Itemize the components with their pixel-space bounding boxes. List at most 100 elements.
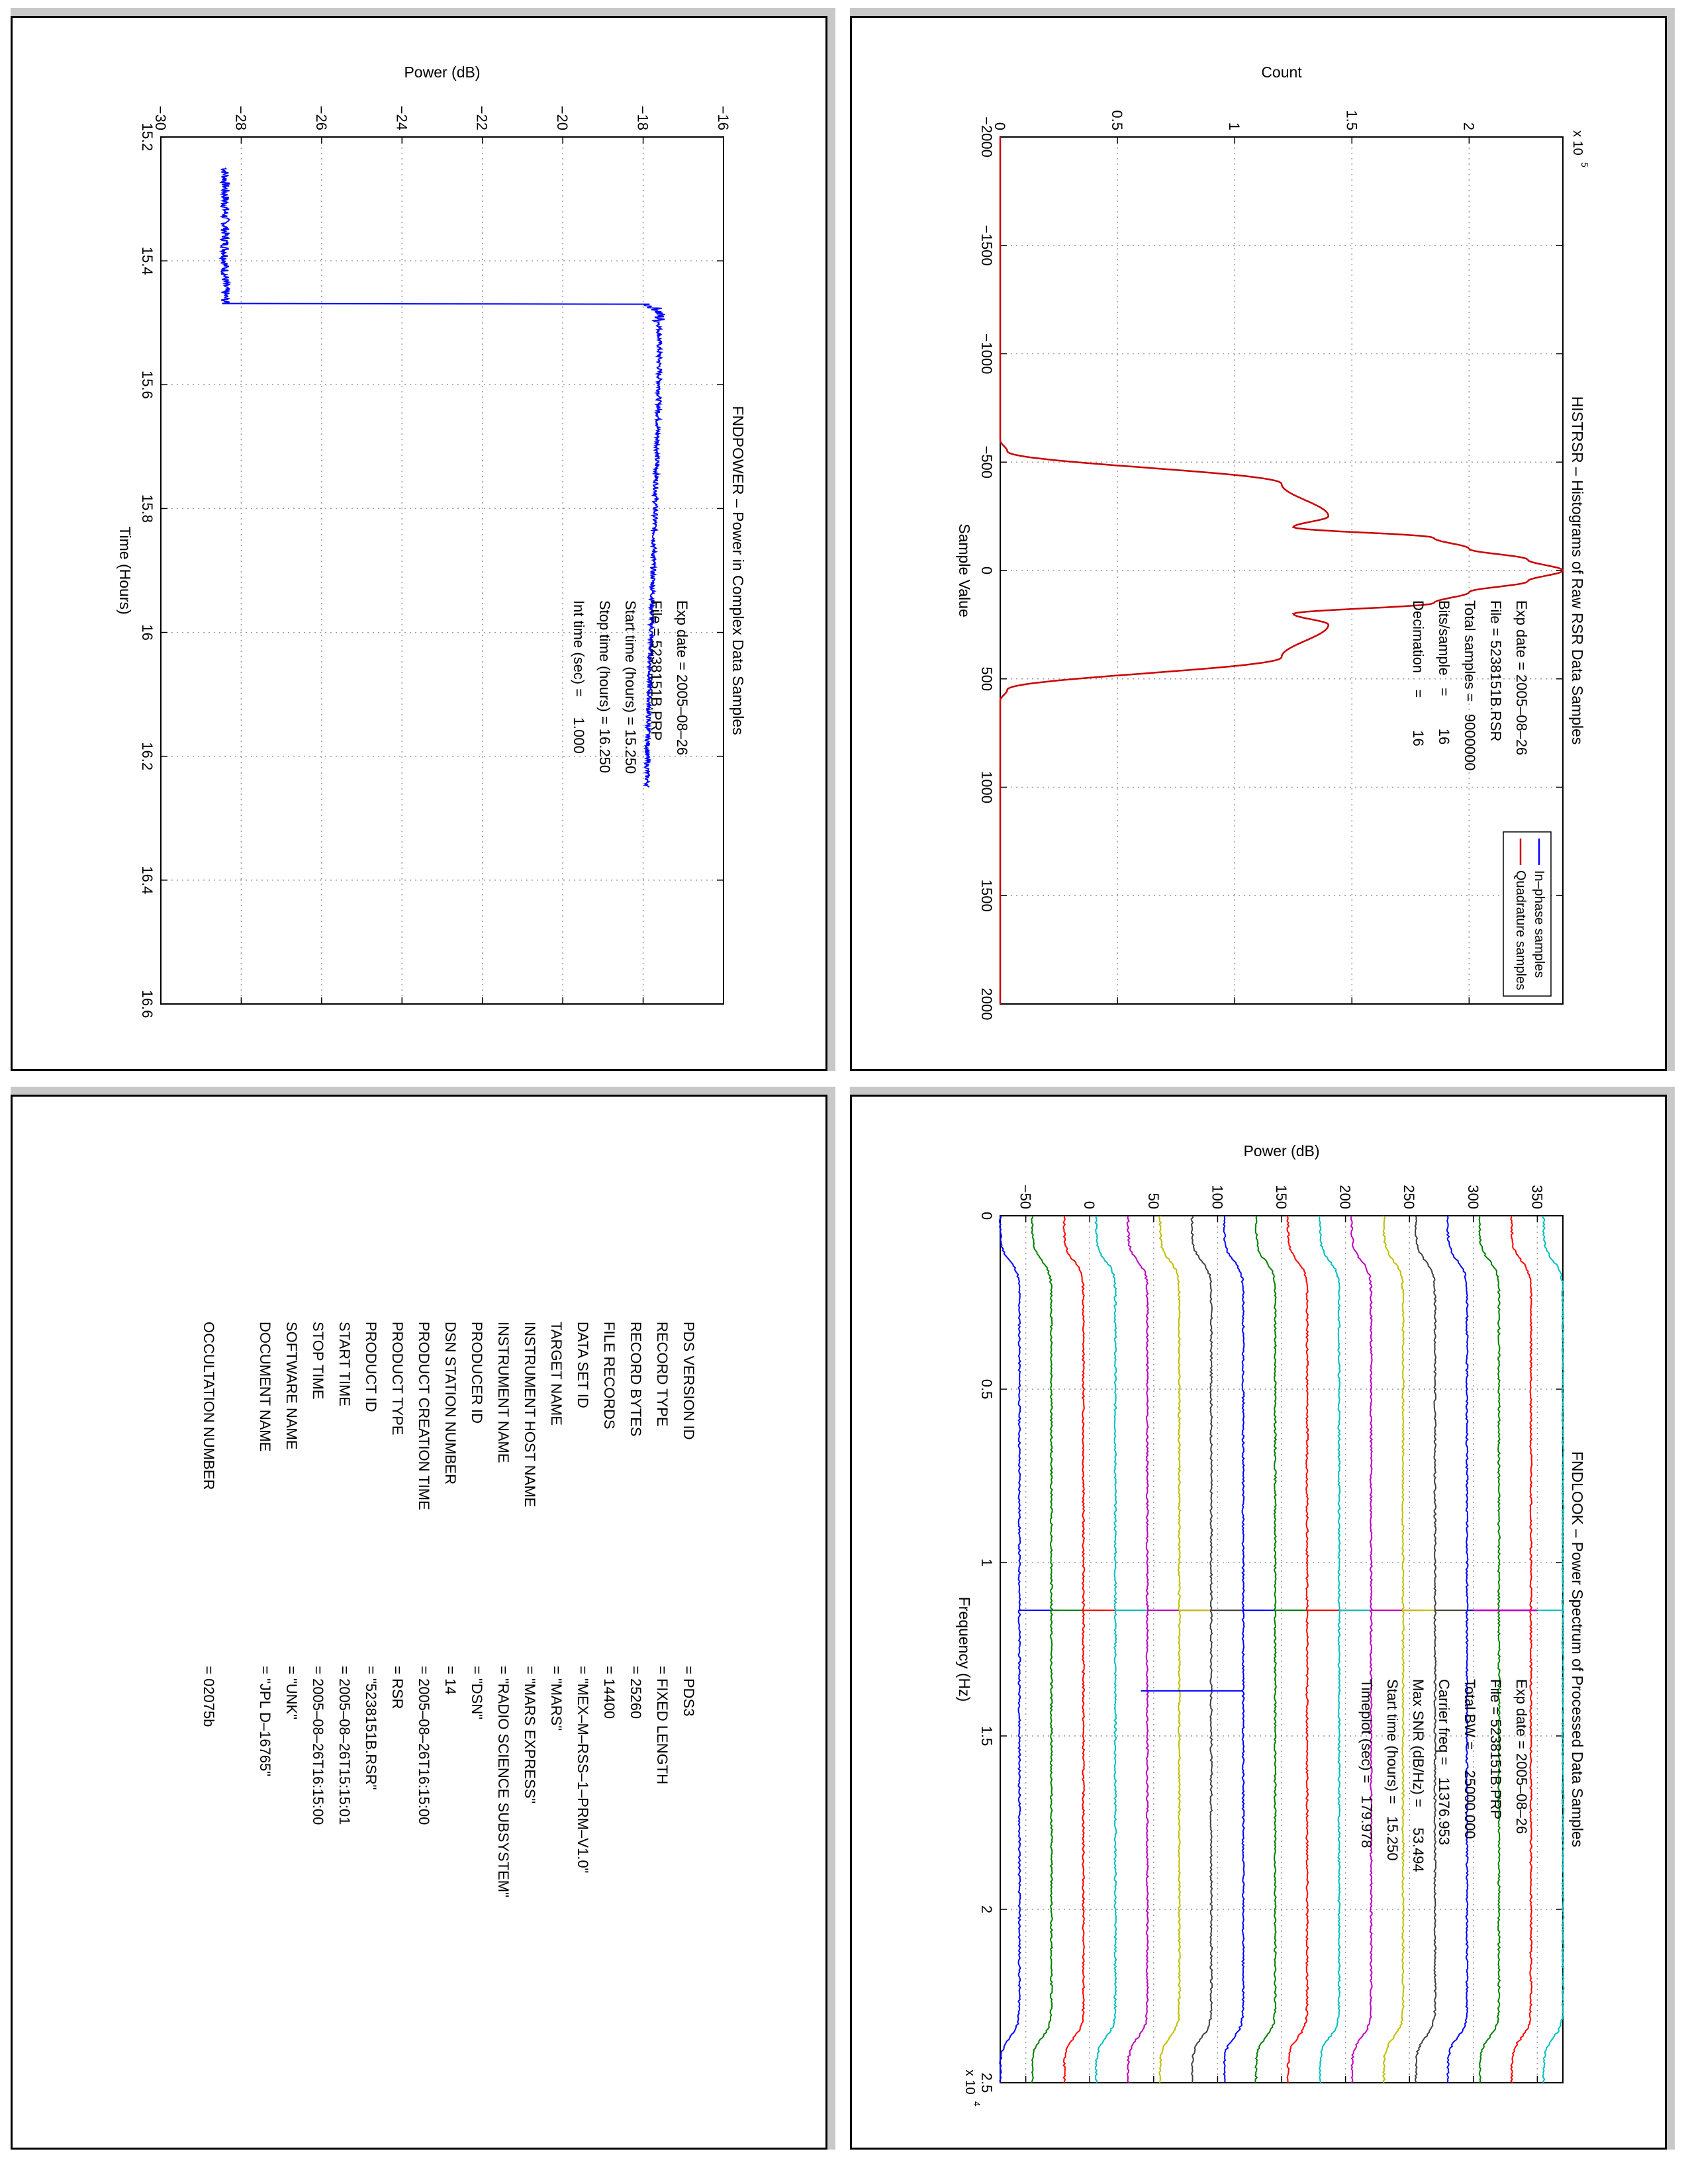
spectrum-series-line xyxy=(1382,1215,1405,2083)
y-tick-label: 300 xyxy=(1465,1185,1481,1209)
y-tick-label: −26 xyxy=(313,106,330,130)
y-tick-label: −24 xyxy=(393,106,410,130)
y-tick-label: −16 xyxy=(715,106,731,130)
y-tick-label: −28 xyxy=(232,106,249,130)
y-tick-label: 350 xyxy=(1528,1185,1545,1209)
annotation-line: Exp date = 2005–08–26 xyxy=(1513,600,1530,755)
x-multiplier-label: x 10 xyxy=(962,2070,977,2095)
legend-label: Quadrature samples xyxy=(1513,870,1528,990)
metadata-value: = 02075b xyxy=(201,1666,217,1727)
x-tick-label: −2000 xyxy=(978,116,995,158)
annotation-line: Exp date = 2005–08–26 xyxy=(1513,1679,1530,1834)
y-tick-label: −50 xyxy=(1017,1185,1034,1209)
metadata-value: = 14 xyxy=(442,1666,459,1695)
metadata-key: PRODUCT TYPE xyxy=(389,1322,406,1435)
annotation-line: Int time (sec) = 1.000 xyxy=(571,600,587,754)
x-tick-label: 0.5 xyxy=(978,1379,995,1400)
x-tick-label: 2.5 xyxy=(978,2073,995,2093)
y-tick-label: −22 xyxy=(474,106,491,130)
y-axis-label: Power (dB) xyxy=(1243,1142,1319,1160)
x-tick-label: 500 xyxy=(978,666,995,691)
spectrum-series-line xyxy=(1254,1215,1278,2083)
y-tick-label: 250 xyxy=(1401,1185,1417,1209)
x-tick-label: 15.6 xyxy=(139,371,156,399)
metadata-key: DATA SET ID xyxy=(575,1322,591,1408)
x-axis-label: Sample Value xyxy=(956,523,973,617)
x-tick-label: 15.2 xyxy=(139,123,156,152)
metadata-value: = 14400 xyxy=(601,1666,618,1719)
annotation-line: Start time (hours) = 15.250 xyxy=(622,600,639,774)
chart-title: FNDLOOK – Power Spectrum of Processed Da… xyxy=(1569,1451,1586,1847)
fndlook-chart: 0 0.5 1 1.5 2 2.5 −50 0 50 100 150 200 250 300 350 FNDL… xyxy=(956,1142,1586,2107)
x-tick-label: 1500 xyxy=(978,880,995,912)
metadata-key: RECORD TYPE xyxy=(654,1322,671,1427)
metadata-key: OCCULTATION NUMBER xyxy=(201,1322,217,1490)
spectrum-series-line xyxy=(1126,1215,1149,2083)
legend-box xyxy=(1503,831,1552,997)
metadata-table: PDS VERSION ID = PDS3 RECORD TYPE = FIXED L… xyxy=(13,1097,825,2148)
annotation-line: File = 5238151B.PRP xyxy=(1487,1679,1504,1819)
x-tick-label: 1000 xyxy=(978,771,995,803)
y-tick-label: −18 xyxy=(635,106,651,130)
spectrum-series-line xyxy=(1350,1216,1373,2083)
metadata-value: = 25260 xyxy=(628,1666,644,1719)
fndlook-panel: 0 0.5 1 1.5 2 2.5 −50 0 50 100 150 200 250 300 350 FNDL… xyxy=(850,1095,1667,2150)
power-series-line xyxy=(218,167,665,788)
y-tick-label: 0 xyxy=(1081,1201,1098,1209)
annotation-line: Carrier freq = 11376.953 xyxy=(1436,1679,1452,1845)
x-tick-label: 2000 xyxy=(978,988,995,1021)
y-tick-label: 200 xyxy=(1337,1185,1354,1209)
x-axis-label: Time (Hours) xyxy=(117,526,134,614)
x-tick-label: 16.4 xyxy=(139,866,156,894)
spectrum-series-line xyxy=(1158,1215,1182,2083)
spectrum-series-line xyxy=(1190,1215,1213,2083)
y-tick-label: 0 xyxy=(992,122,1008,130)
y-tick-label: 0.5 xyxy=(1109,110,1125,130)
x-tick-label: 0 xyxy=(978,567,995,574)
metadata-value: = PDS3 xyxy=(680,1666,697,1717)
metadata-key: PRODUCT CREATION TIME xyxy=(416,1322,432,1510)
metadata-key: STOP TIME xyxy=(310,1322,326,1400)
annotation-line: Bits/sample = 16 xyxy=(1436,600,1452,745)
chart-title: HISTRSR – Histograms of Raw RSR Data Sam… xyxy=(1569,396,1586,745)
y-tick-label: −20 xyxy=(554,106,571,130)
spectrum-series-line xyxy=(1031,1215,1054,2083)
fndpower-chart: 15.2 15.4 15.6 15.8 16 16.2 16.4 16.6 −30 −28 −26 −… xyxy=(117,64,747,1019)
annotation-line: Exp date = 2005–08–26 xyxy=(674,600,690,755)
x-tick-label: 15.8 xyxy=(139,494,156,523)
metadata-value: = "MARS" xyxy=(548,1666,565,1731)
metadata-value: = "UNK" xyxy=(283,1666,300,1720)
y-tick-label: 1.5 xyxy=(1343,110,1360,130)
plot-frame xyxy=(160,136,724,1005)
metadata-value: = "MARS EXPRESS" xyxy=(522,1666,538,1804)
chart-title: FNDPOWER – Power in Complex Data Samples xyxy=(729,406,747,735)
y-multiplier-label: x 10 xyxy=(1570,130,1585,156)
x-tick-label: 16.6 xyxy=(139,990,156,1019)
metadata-key: FILE RECORDS xyxy=(601,1322,618,1430)
spectrum-series-line xyxy=(1414,1215,1437,2083)
metadata-key: TARGET NAME xyxy=(548,1322,565,1426)
x-tick-label: 15.4 xyxy=(139,247,156,275)
metadata-value: = 2005–08–26T15:15:01 xyxy=(336,1666,353,1825)
x-tick-label: 0 xyxy=(978,1212,995,1220)
annotation-line: File = 5238151B.RSR xyxy=(1487,600,1504,741)
annotation-line: Max SNR (dB/Hz) = 53.494 xyxy=(1410,1679,1427,1872)
fndpower-panel: 15.2 15.4 15.6 15.8 16 16.2 16.4 16.6 −30 −28 −26 −… xyxy=(11,16,827,1071)
spectrum-series-line xyxy=(1510,1216,1533,2083)
metadata-key: PRODUCER ID xyxy=(469,1322,485,1424)
x-tick-label: 1.5 xyxy=(978,1726,995,1747)
spectrum-series-line xyxy=(998,1215,1021,2083)
metadata-value: = FIXED LENGTH xyxy=(654,1666,671,1785)
annotation-line: File = 5238151B.PRP xyxy=(648,600,665,741)
metadata-value: = "RADIO SCIENCE SUBSYSTEM" xyxy=(495,1666,512,1897)
y-axis-label: Power (dB) xyxy=(404,64,480,81)
y-tick-label: 50 xyxy=(1145,1193,1162,1209)
metadata-value: = "MEX–M–RSS–1–PRM–V1.0" xyxy=(575,1666,591,1874)
metadata-key: INSTRUMENT NAME xyxy=(495,1322,512,1463)
spectrum-series-line xyxy=(1286,1215,1309,2083)
x-axis-label: Frequency (Hz) xyxy=(956,1597,973,1702)
y-tick-label: 1 xyxy=(1226,122,1243,130)
x-multiplier-exponent: 4 xyxy=(972,2101,982,2107)
x-tick-label: 1 xyxy=(978,1559,995,1567)
annotation-line: Total BW = 25000.000 xyxy=(1462,1679,1478,1839)
